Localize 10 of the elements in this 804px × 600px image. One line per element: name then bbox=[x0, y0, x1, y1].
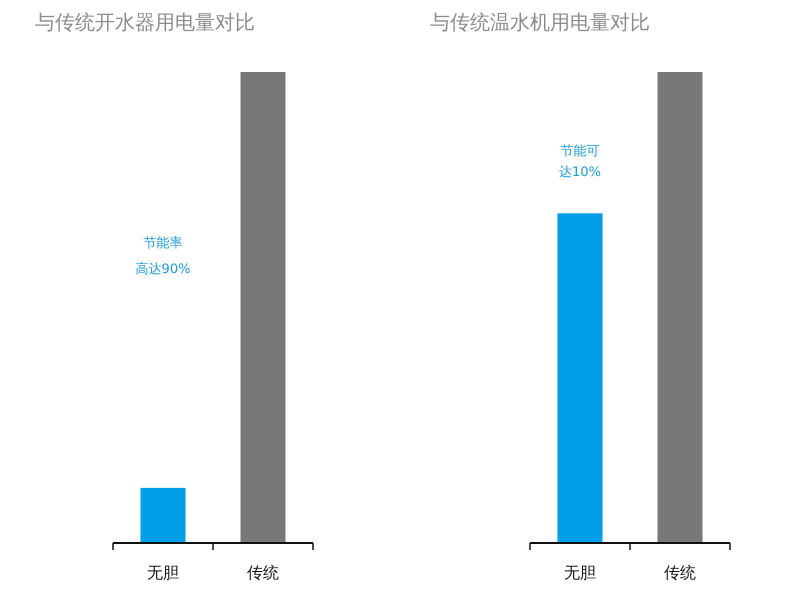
annotation: 达10% bbox=[559, 165, 601, 180]
chart-title: 与传统温水机用电量对比 bbox=[430, 10, 650, 34]
annotation: 高达90% bbox=[136, 261, 190, 277]
x-tick-label: 无胆 bbox=[564, 563, 596, 582]
x-tick-label: 无胆 bbox=[147, 563, 179, 582]
x-tick-label: 传统 bbox=[664, 563, 696, 582]
annotation: 节能率 bbox=[144, 235, 182, 251]
x-tick-label: 传统 bbox=[247, 563, 279, 582]
annotation: 节能可 bbox=[560, 144, 600, 159]
chart-title: 与传统开水器用电量对比 bbox=[35, 10, 255, 34]
